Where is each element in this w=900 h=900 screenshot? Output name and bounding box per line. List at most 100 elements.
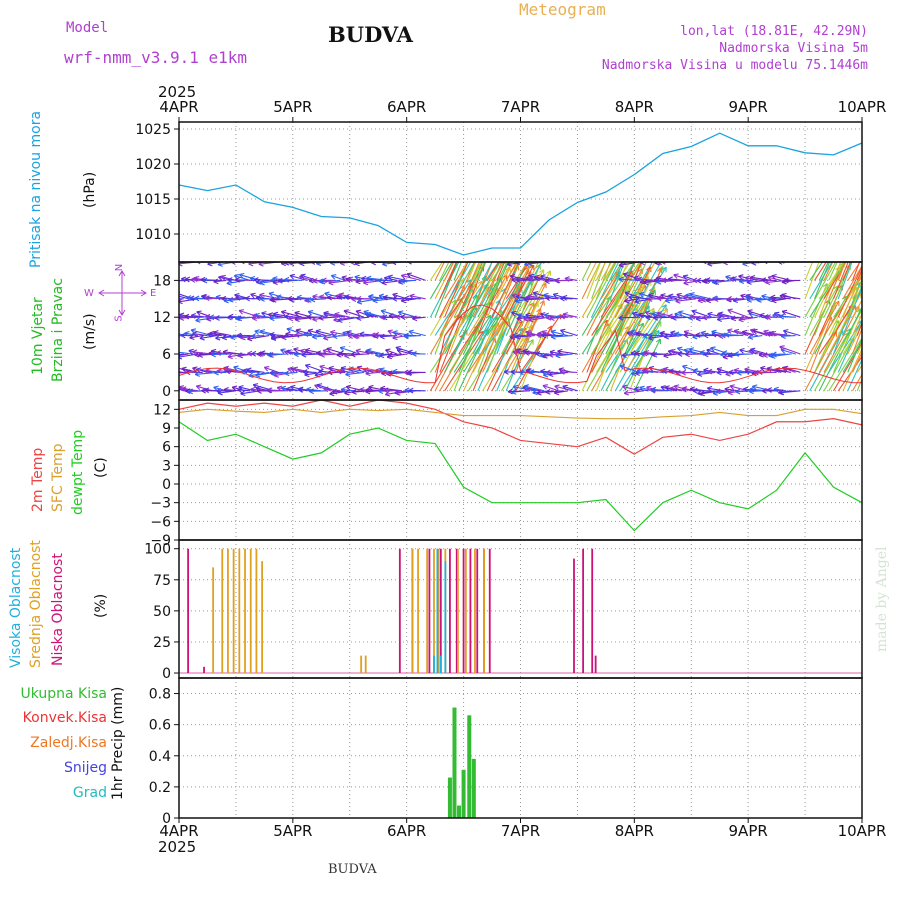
- wind-arrow-head: [484, 255, 488, 258]
- wind-arrow-head: [286, 350, 292, 355]
- wind-arrow-head: [678, 311, 683, 316]
- wind-arrow: [520, 282, 547, 336]
- wind-arrow: [852, 262, 854, 263]
- wind-arrow: [332, 335, 346, 337]
- wind-arrow-head: [185, 276, 191, 280]
- wind-arrow-head: [761, 279, 767, 284]
- legend-snow: Snijeg: [63, 760, 107, 776]
- wind-arrow-head: [287, 366, 293, 370]
- wind-arrow-head: [196, 367, 202, 370]
- wind-arrow-head: [548, 374, 554, 378]
- wind-arrow-head: [498, 205, 502, 207]
- wind-arrow-head: [710, 347, 715, 352]
- wind-arrow: [532, 390, 550, 394]
- wind-arrow: [847, 272, 862, 300]
- wind-arrow: [458, 262, 460, 263]
- wind-arrow: [323, 388, 341, 392]
- wind-arrow-head: [334, 313, 339, 318]
- wind-arrow: [192, 332, 208, 337]
- wind-arrow-head: [734, 328, 740, 332]
- wind-arrow: [823, 337, 855, 392]
- wind-arrow: [395, 390, 417, 394]
- wind-arrow-head: [854, 210, 855, 215]
- wind-arrow-head: [659, 330, 665, 334]
- wind-arrow-head: [656, 281, 662, 285]
- wind-arrow-head: [253, 383, 259, 386]
- x-tick-top: 7APR: [501, 98, 540, 116]
- wind-arrow-head: [690, 255, 695, 256]
- x-tick-bottom: 7APR: [501, 822, 540, 840]
- wind-arrow-head: [780, 335, 786, 340]
- wind-arrow: [847, 306, 862, 336]
- wind-arrow-head: [185, 390, 191, 395]
- wind-arrow-head: [188, 350, 193, 355]
- wind-arrow: [213, 331, 232, 337]
- wind-arrow: [697, 371, 716, 376]
- wind-arrow-head: [310, 299, 316, 303]
- wind-arrow-head: [323, 312, 328, 317]
- wind-arrow-head: [691, 310, 696, 315]
- wind-arrow: [780, 349, 796, 355]
- wind-arrow-head: [495, 224, 499, 227]
- wind-arrow-head: [728, 369, 734, 373]
- wind-arrow-head: [528, 278, 534, 282]
- wind-arrow-head: [334, 311, 340, 315]
- wind-arrow-head: [208, 256, 211, 260]
- wind-arrow-head: [307, 311, 312, 316]
- precip-tick-label: 0.2: [149, 780, 171, 796]
- wind-arrow-head: [637, 231, 641, 233]
- wind-arrow-head: [631, 370, 636, 375]
- wind-arrow-head: [403, 333, 409, 337]
- temp-tick-label: −3: [150, 496, 171, 512]
- wind-arrow-head: [179, 298, 183, 302]
- wind-arrow: [520, 262, 543, 300]
- wind-arrow-head: [363, 369, 368, 373]
- wind-arrow-head: [748, 313, 753, 318]
- wind-arrow-head: [859, 225, 860, 230]
- wind-arrow-head: [469, 220, 473, 223]
- wind-arrow: [633, 304, 667, 355]
- wind-arrow-head: [654, 192, 658, 195]
- wind-arrow-head: [261, 312, 266, 317]
- wind-arrow-head: [290, 384, 296, 388]
- wind-arrow-head: [874, 281, 878, 284]
- wind-arrow-head: [535, 264, 541, 269]
- wind-arrow-head: [622, 385, 627, 391]
- wind-arrow: [400, 279, 417, 282]
- meteogram-label: Meteogram: [519, 0, 606, 19]
- wind-arrow-head: [286, 388, 291, 393]
- wind-arrow-head: [780, 259, 785, 261]
- wind-arrow: [472, 262, 483, 281]
- wind-arrow-head: [392, 295, 398, 300]
- wind-arrow: [596, 262, 598, 263]
- wind-arrow-head: [330, 329, 336, 333]
- wind-arrow-head: [368, 295, 373, 300]
- wind-arrow-head: [689, 293, 694, 298]
- wind-arrow-head: [852, 218, 853, 223]
- wind-arrow: [619, 276, 649, 336]
- wind-arrow-head: [270, 370, 276, 375]
- wind-arrow-head: [544, 278, 550, 282]
- wind-arrow: [717, 313, 730, 318]
- wind-arrow: [365, 390, 379, 393]
- cloud-tick-label: 0: [162, 666, 171, 682]
- wind-arrow-head: [781, 310, 786, 316]
- wind-arrow-head: [192, 276, 198, 280]
- wind-arrow-head: [692, 368, 698, 372]
- wind-arrow: [383, 389, 398, 392]
- wind-arrow-head: [542, 385, 547, 390]
- wind-arrow-head: [223, 256, 228, 257]
- wind-arrow-head: [528, 339, 534, 343]
- wind-arrow: [403, 335, 421, 337]
- wind-arrow-head: [641, 220, 645, 223]
- wind-arrow: [252, 316, 274, 319]
- wind-arrow: [515, 262, 528, 281]
- wind-arrow: [712, 279, 734, 284]
- wind-arrow-head: [356, 317, 362, 321]
- wind-arrow-head: [771, 256, 775, 259]
- wind-arrow-head: [696, 277, 702, 282]
- wind-arrow-head: [496, 211, 497, 216]
- wind-arrow-head: [682, 365, 687, 371]
- wind-arrow-head: [167, 257, 172, 258]
- wind-arrow-head: [630, 352, 636, 357]
